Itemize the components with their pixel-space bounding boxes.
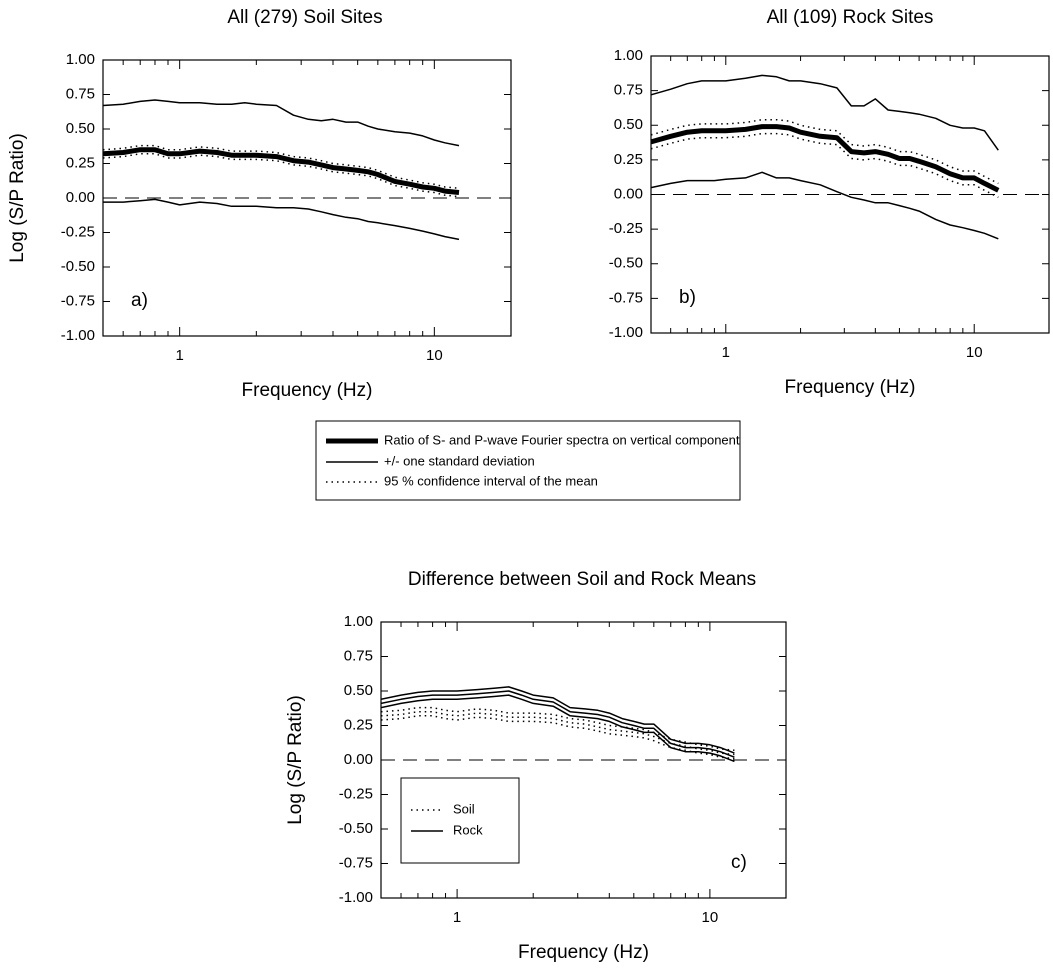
- series-line: [650, 118, 999, 185]
- series-line: [380, 715, 735, 760]
- series-line: [650, 132, 999, 198]
- chart-title: All (109) Rock Sites: [767, 7, 934, 28]
- y-tick-label: 1.00: [66, 51, 95, 68]
- y-tick-label: -0.75: [61, 292, 95, 309]
- y-tick-label: 0.50: [614, 116, 643, 133]
- y-tick-label: 0.75: [66, 85, 95, 102]
- x-tick-label: 10: [966, 344, 983, 361]
- legend-box: [315, 420, 741, 501]
- y-tick-label: 0.75: [614, 82, 643, 99]
- series-line: [102, 144, 460, 190]
- series-line: [380, 686, 735, 754]
- panel-label: c): [731, 852, 747, 873]
- series-line: [650, 74, 999, 151]
- x-axis-label: Frequency (Hz): [785, 377, 916, 398]
- y-tick-label: 0.50: [66, 120, 95, 137]
- y-tick-label: -0.25: [61, 223, 95, 240]
- y-tick-label: 0.00: [614, 185, 643, 202]
- series-line: [380, 694, 735, 763]
- legend-label: Ratio of S- and P-wave Fourier spectra o…: [384, 432, 740, 447]
- legend-box: [400, 777, 520, 864]
- series-line: [103, 198, 460, 241]
- y-tick-label: -0.50: [609, 255, 643, 272]
- x-axis-label: Frequency (Hz): [518, 942, 649, 963]
- series-line: [650, 124, 1000, 193]
- y-tick-label: 1.00: [344, 613, 373, 630]
- legend-label: 95 % confidence interval of the mean: [384, 473, 598, 488]
- y-tick-label: -1.00: [61, 327, 95, 344]
- y-tick-label: 0.25: [344, 716, 373, 733]
- series-line: [102, 99, 460, 147]
- y-tick-label: -0.75: [339, 854, 373, 871]
- panel-label: b): [679, 287, 696, 308]
- panel-label: a): [131, 290, 148, 311]
- legend-label: Soil: [453, 801, 475, 816]
- series-line: [380, 690, 735, 758]
- y-tick-label: -0.25: [609, 220, 643, 237]
- legend-label: Rock: [453, 822, 483, 837]
- y-tick-label: 1.00: [614, 47, 643, 64]
- y-tick-label: -0.50: [339, 820, 373, 837]
- y-tick-label: -1.00: [339, 889, 373, 906]
- y-axis-label: Log (S/P Ratio): [7, 133, 28, 263]
- y-tick-label: 0.75: [344, 647, 373, 664]
- y-tick-label: 0.00: [344, 751, 373, 768]
- y-axis-label: Log (S/P Ratio): [285, 695, 306, 825]
- y-tick-label: 0.25: [66, 154, 95, 171]
- chart-title: Difference between Soil and Rock Means: [408, 569, 756, 590]
- x-tick-label: 10: [702, 909, 719, 926]
- series-line: [380, 706, 735, 752]
- series-line: [102, 147, 460, 195]
- x-tick-label: 1: [453, 909, 461, 926]
- y-tick-label: -1.00: [609, 324, 643, 341]
- y-tick-label: -0.25: [339, 785, 373, 802]
- x-tick-label: 10: [426, 347, 443, 364]
- y-tick-label: 0.00: [66, 189, 95, 206]
- x-axis-label: Frequency (Hz): [242, 380, 373, 401]
- x-tick-label: 1: [175, 347, 183, 364]
- series-line: [380, 710, 735, 756]
- y-tick-label: 0.50: [344, 682, 373, 699]
- y-tick-label: -0.50: [61, 258, 95, 275]
- y-tick-label: 0.25: [614, 151, 643, 168]
- y-tick-label: -0.75: [609, 289, 643, 306]
- series-line: [650, 171, 999, 240]
- legend-label: +/- one standard deviation: [384, 453, 535, 468]
- x-tick-label: 1: [722, 344, 730, 361]
- series-line: [102, 153, 460, 198]
- chart-title: All (279) Soil Sites: [227, 7, 382, 28]
